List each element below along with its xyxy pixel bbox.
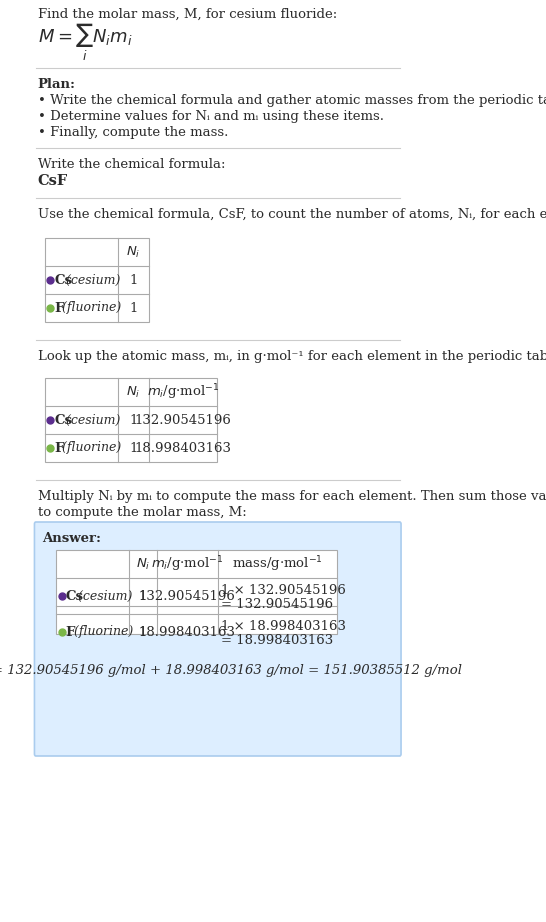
Text: 1: 1 [139, 589, 147, 602]
Text: 1 × 132.90545196: 1 × 132.90545196 [221, 585, 346, 597]
Text: = 18.998403163: = 18.998403163 [221, 634, 334, 647]
Text: Cs: Cs [54, 413, 72, 427]
Text: = 132.90545196: = 132.90545196 [221, 598, 333, 611]
Text: 1: 1 [129, 274, 138, 287]
Text: M = 132.90545196 g/mol + 18.998403163 g/mol = 151.90385512 g/mol: M = 132.90545196 g/mol + 18.998403163 g/… [0, 664, 462, 677]
Text: $N_i$: $N_i$ [126, 244, 141, 260]
Text: to compute the molar mass, M:: to compute the molar mass, M: [38, 506, 247, 519]
Text: Plan:: Plan: [38, 78, 76, 91]
Text: 1: 1 [139, 625, 147, 639]
Text: 1: 1 [129, 442, 138, 455]
Text: 132.90545196: 132.90545196 [139, 589, 236, 602]
Text: $N_i$: $N_i$ [136, 557, 150, 572]
Text: (cesium): (cesium) [74, 589, 132, 602]
Text: (fluorine): (fluorine) [70, 625, 133, 639]
Text: 18.998403163: 18.998403163 [139, 625, 236, 639]
Text: 1 × 18.998403163: 1 × 18.998403163 [221, 621, 346, 633]
Bar [56, 550, 336, 634]
Text: $m_i$/g·mol$^{-1}$: $m_i$/g·mol$^{-1}$ [151, 554, 223, 573]
Text: (cesium): (cesium) [62, 274, 121, 287]
Text: Use the chemical formula, CsF, to count the number of atoms, Nᵢ, for each elemen: Use the chemical formula, CsF, to count … [38, 208, 546, 221]
Text: • Finally, compute the mass.: • Finally, compute the mass. [38, 126, 228, 139]
Text: 132.90545196: 132.90545196 [135, 413, 232, 427]
Text: F: F [66, 625, 75, 639]
Text: Cs: Cs [66, 589, 84, 602]
Text: 1: 1 [129, 413, 138, 427]
Text: Find the molar mass, M, for cesium fluoride:: Find the molar mass, M, for cesium fluor… [38, 8, 337, 21]
Text: $N_i$: $N_i$ [126, 384, 141, 399]
Text: Look up the atomic mass, mᵢ, in g·mol⁻¹ for each element in the periodic table:: Look up the atomic mass, mᵢ, in g·mol⁻¹ … [38, 350, 546, 363]
Text: Cs: Cs [54, 274, 72, 287]
Text: 18.998403163: 18.998403163 [135, 442, 232, 455]
Text: mass/g·mol$^{-1}$: mass/g·mol$^{-1}$ [232, 554, 323, 573]
FancyBboxPatch shape [34, 522, 401, 756]
Bar [45, 238, 149, 322]
Text: 1: 1 [129, 301, 138, 314]
Text: Write the chemical formula:: Write the chemical formula: [38, 158, 225, 171]
Text: • Write the chemical formula and gather atomic masses from the periodic table.: • Write the chemical formula and gather … [38, 94, 546, 107]
Text: (fluorine): (fluorine) [58, 442, 121, 455]
Text: $M = \sum_i N_i m_i$: $M = \sum_i N_i m_i$ [38, 22, 132, 64]
Bar [45, 378, 217, 462]
Text: CsF: CsF [38, 174, 68, 188]
Text: F: F [54, 301, 63, 314]
Text: F: F [54, 442, 63, 455]
Text: Answer:: Answer: [43, 532, 102, 545]
Text: (fluorine): (fluorine) [58, 301, 121, 314]
Text: (cesium): (cesium) [62, 413, 121, 427]
Text: $m_i$/g·mol$^{-1}$: $m_i$/g·mol$^{-1}$ [147, 383, 219, 402]
Text: Multiply Nᵢ by mᵢ to compute the mass for each element. Then sum those values: Multiply Nᵢ by mᵢ to compute the mass fo… [38, 490, 546, 503]
Text: • Determine values for Nᵢ and mᵢ using these items.: • Determine values for Nᵢ and mᵢ using t… [38, 110, 384, 123]
